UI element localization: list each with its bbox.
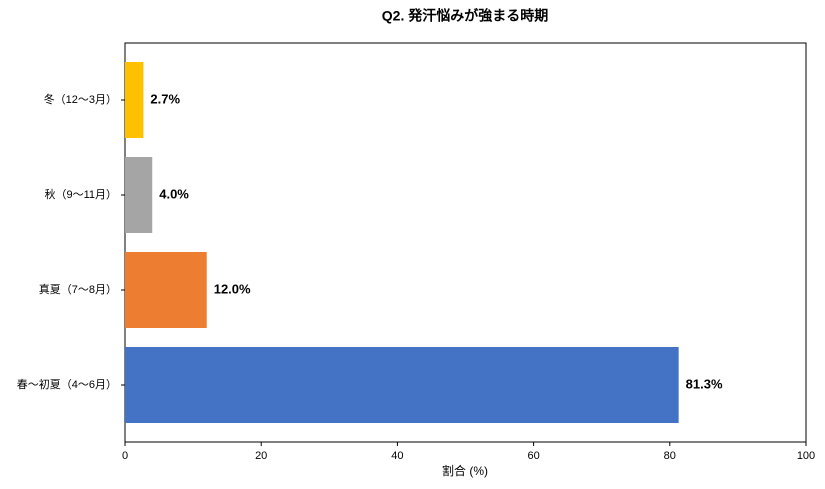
value-label: 2.7%: [150, 91, 180, 106]
bar: [125, 62, 144, 138]
x-axis-label: 割合 (%): [442, 463, 488, 478]
x-tick-label: 40: [391, 450, 403, 462]
value-label: 81.3%: [686, 376, 723, 391]
y-tick-label: 冬（12〜3月）: [44, 92, 117, 106]
y-tick-label: 秋（9〜11月）: [44, 187, 117, 201]
x-tick-label: 20: [255, 450, 267, 462]
bar: [125, 347, 679, 423]
x-tick-label: 60: [527, 450, 539, 462]
bar: [125, 252, 207, 328]
value-label: 12.0%: [214, 281, 251, 296]
y-tick-label: 真夏（7〜8月）: [39, 282, 117, 296]
value-label: 4.0%: [159, 186, 189, 201]
bar: [125, 157, 153, 233]
y-tick-label: 春〜初夏（4〜6月）: [17, 377, 117, 391]
chart-title: Q2. 発汗悩みが強まる時期: [382, 8, 548, 24]
x-tick-label: 100: [797, 450, 815, 462]
x-tick-label: 80: [664, 450, 676, 462]
x-tick-label: 0: [122, 450, 128, 462]
plot-frame: [124, 42, 807, 443]
